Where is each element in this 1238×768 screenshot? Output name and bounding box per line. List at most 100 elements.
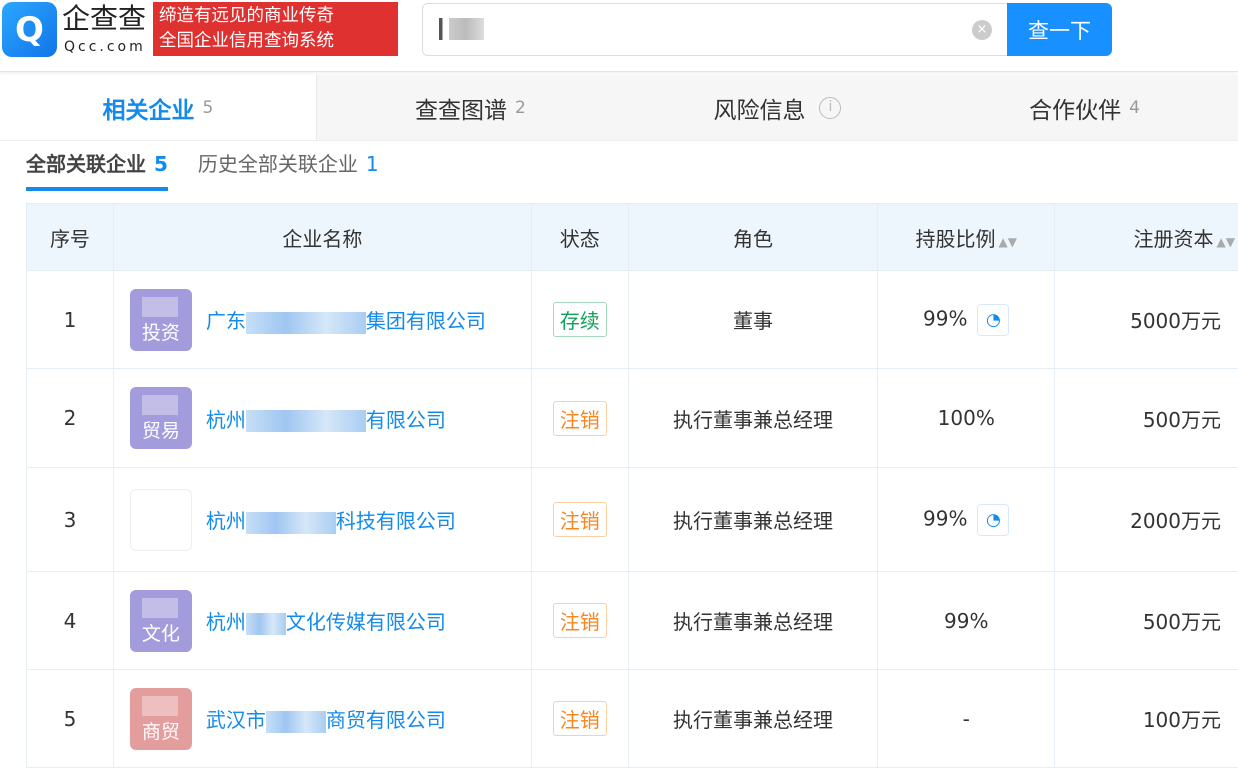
row-number: 5 bbox=[27, 670, 114, 768]
name-suffix: 有限公司 bbox=[366, 408, 446, 432]
name-prefix: 武汉市 bbox=[206, 708, 266, 732]
status-badge: 注销 bbox=[553, 603, 607, 638]
table-row: 2 贸易杭州 有限公司 注销 执行董事兼总经理 100% 500万元 bbox=[27, 369, 1238, 468]
company-name-link[interactable]: 杭州 有限公司 bbox=[206, 408, 446, 432]
company-name-link[interactable]: 广东集团有限公司 bbox=[206, 309, 486, 333]
capital-cell: 500万元 bbox=[1055, 572, 1238, 670]
pie-chart-icon[interactable]: ◔ bbox=[977, 504, 1009, 536]
tab-related-companies[interactable]: 相关企业 5 bbox=[0, 75, 317, 140]
tab-label: 查查图谱 bbox=[415, 91, 507, 125]
row-number: 1 bbox=[27, 271, 114, 369]
pie-chart-icon[interactable]: ◔ bbox=[977, 304, 1009, 336]
info-icon[interactable]: i bbox=[819, 97, 841, 119]
tab-count: 2 bbox=[515, 98, 526, 118]
status-badge: 注销 bbox=[553, 701, 607, 736]
top-header: Q 企查查 Qcc.com 缔造有远见的商业传奇 全国企业信用查询系统 × 查一… bbox=[0, 0, 1238, 72]
company-cell: 投资广东集团有限公司 bbox=[113, 271, 531, 369]
share-value: 99% bbox=[944, 609, 988, 633]
row-number: 3 bbox=[27, 468, 114, 572]
search-button[interactable]: 查一下 bbox=[1007, 3, 1112, 56]
header-share[interactable]: 持股比例▲▼ bbox=[878, 204, 1055, 271]
tab-partners[interactable]: 合作伙伴 4 bbox=[931, 75, 1238, 140]
redacted-block bbox=[266, 711, 326, 733]
capital-cell: 500万元 bbox=[1055, 369, 1238, 468]
capital-cell: 5000万元 bbox=[1055, 271, 1238, 369]
company-logo[interactable]: 商贸 bbox=[130, 688, 192, 750]
qcc-logo-icon[interactable]: Q bbox=[2, 2, 57, 57]
redacted-block bbox=[246, 512, 336, 534]
row-number: 2 bbox=[27, 369, 114, 468]
capital-cell: 100万元 bbox=[1055, 670, 1238, 768]
status-badge: 存续 bbox=[553, 302, 607, 337]
sort-icon[interactable]: ▲▼ bbox=[999, 235, 1017, 249]
clear-icon[interactable]: × bbox=[972, 20, 992, 40]
status-cell: 注销 bbox=[531, 468, 628, 572]
tab-label: 相关企业 bbox=[103, 91, 195, 125]
name-suffix: 商贸有限公司 bbox=[326, 708, 446, 732]
main-tabs: 相关企业 5 查查图谱 2 风险信息 i 合作伙伴 4 bbox=[0, 75, 1238, 141]
company-cell: 商贸武汉市 商贸有限公司 bbox=[113, 670, 531, 768]
redacted-block bbox=[246, 410, 366, 432]
name-prefix: 杭州 bbox=[206, 509, 246, 533]
header-name: 企业名称 bbox=[113, 204, 531, 271]
company-name-link[interactable]: 杭州科技有限公司 bbox=[206, 509, 456, 533]
company-logo[interactable] bbox=[130, 489, 192, 551]
redacted-block bbox=[246, 312, 366, 334]
logo-text[interactable]: 企查查 bbox=[62, 2, 150, 36]
tab-risk-info[interactable]: 风险信息 i bbox=[624, 75, 931, 140]
related-companies-table: 序号 企业名称 状态 角色 持股比例▲▼ 注册资本▲▼ 1 投资广东集团有限公司… bbox=[26, 203, 1238, 768]
slogan-line-1: 缔造有远见的商业传奇 bbox=[159, 4, 392, 29]
tab-count: 4 bbox=[1129, 98, 1140, 118]
share-cell: 99% ◔ bbox=[878, 271, 1055, 369]
share-value: 99% bbox=[923, 306, 967, 330]
company-cell: 文化杭州文化传媒有限公司 bbox=[113, 572, 531, 670]
header-capital[interactable]: 注册资本▲▼ bbox=[1055, 204, 1238, 271]
company-name-link[interactable]: 杭州文化传媒有限公司 bbox=[206, 610, 446, 634]
role-cell: 董事 bbox=[628, 271, 878, 369]
tab-graph[interactable]: 查查图谱 2 bbox=[317, 75, 624, 140]
header-no: 序号 bbox=[27, 204, 114, 271]
role-cell: 执行董事兼总经理 bbox=[628, 670, 878, 768]
role-cell: 执行董事兼总经理 bbox=[628, 369, 878, 468]
table-row: 1 投资广东集团有限公司 存续 董事 99% ◔ 5000万元 bbox=[27, 271, 1238, 369]
company-logo[interactable]: 贸易 bbox=[130, 387, 192, 449]
header-role: 角色 bbox=[628, 204, 878, 271]
tab-count: 5 bbox=[203, 98, 214, 118]
status-cell: 存续 bbox=[531, 271, 628, 369]
share-value: 99% bbox=[923, 506, 967, 530]
name-suffix: 集团有限公司 bbox=[366, 309, 486, 333]
status-cell: 注销 bbox=[531, 572, 628, 670]
search-input[interactable]: × bbox=[422, 3, 1010, 56]
share-cell: 99% ◔ bbox=[878, 468, 1055, 572]
subtab-label: 历史全部关联企业 bbox=[198, 152, 358, 176]
share-value: - bbox=[963, 707, 970, 731]
capital-cell: 2000万元 bbox=[1055, 468, 1238, 572]
company-name-link[interactable]: 武汉市 商贸有限公司 bbox=[206, 708, 446, 732]
tab-label: 合作伙伴 bbox=[1029, 91, 1121, 125]
slogan-banner: 缔造有远见的商业传奇 全国企业信用查询系统 bbox=[153, 2, 398, 56]
company-logo[interactable]: 投资 bbox=[130, 289, 192, 351]
status-cell: 注销 bbox=[531, 670, 628, 768]
table-row: 4 文化杭州文化传媒有限公司 注销 执行董事兼总经理 99% 500万元 bbox=[27, 572, 1238, 670]
share-cell: - bbox=[878, 670, 1055, 768]
subtab-count: 5 bbox=[154, 152, 168, 176]
company-logo[interactable]: 文化 bbox=[130, 590, 192, 652]
header-status: 状态 bbox=[531, 204, 628, 271]
name-prefix: 杭州 bbox=[206, 610, 246, 634]
row-number: 4 bbox=[27, 572, 114, 670]
header-label: 持股比例 bbox=[916, 227, 996, 251]
redacted-block bbox=[246, 613, 286, 635]
share-value: 100% bbox=[938, 406, 995, 430]
tab-label: 风险信息 bbox=[713, 91, 805, 125]
header-label: 注册资本 bbox=[1134, 227, 1214, 251]
role-cell: 执行董事兼总经理 bbox=[628, 468, 878, 572]
status-badge: 注销 bbox=[553, 401, 607, 436]
table-row: 3 杭州科技有限公司 注销 执行董事兼总经理 99% ◔ 2000万元 bbox=[27, 468, 1238, 572]
sort-icon[interactable]: ▲▼ bbox=[1217, 235, 1235, 249]
share-cell: 99% bbox=[878, 572, 1055, 670]
logo-subtext: Qcc.com bbox=[64, 38, 150, 56]
name-prefix: 杭州 bbox=[206, 408, 246, 432]
